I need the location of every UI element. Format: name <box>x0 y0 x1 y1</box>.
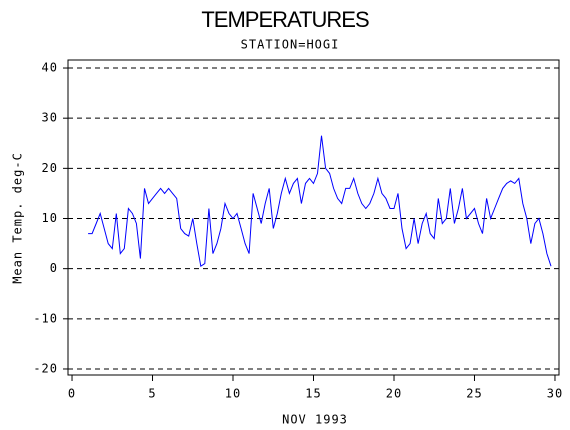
plot-frame <box>67 59 560 376</box>
chart-title: TEMPERATURES <box>201 7 369 32</box>
x-tick-label: 15 <box>305 387 321 401</box>
y-tick-label: 40 <box>42 61 58 75</box>
x-tick-label: 0 <box>68 387 76 401</box>
x-axis-label: NOV 1993 <box>282 413 348 427</box>
x-tick-label: 30 <box>547 387 563 401</box>
y-axis-label: Mean Temp. deg-C <box>11 152 25 284</box>
y-tick-label: 20 <box>42 161 58 175</box>
y-tick-label: 0 <box>50 261 58 275</box>
y-tick-label: -10 <box>33 311 58 325</box>
temperature-line <box>88 135 552 268</box>
chart-subtitle: STATION=HOGI <box>241 38 340 52</box>
x-tick-label: 25 <box>466 387 482 401</box>
x-tick-label: 5 <box>148 387 156 401</box>
y-tick-label: 30 <box>42 111 58 125</box>
y-tick-label: 10 <box>42 211 58 225</box>
y-tick-label: -20 <box>33 361 58 375</box>
x-tick-label: 20 <box>386 387 402 401</box>
x-tick-label: 10 <box>225 387 241 401</box>
